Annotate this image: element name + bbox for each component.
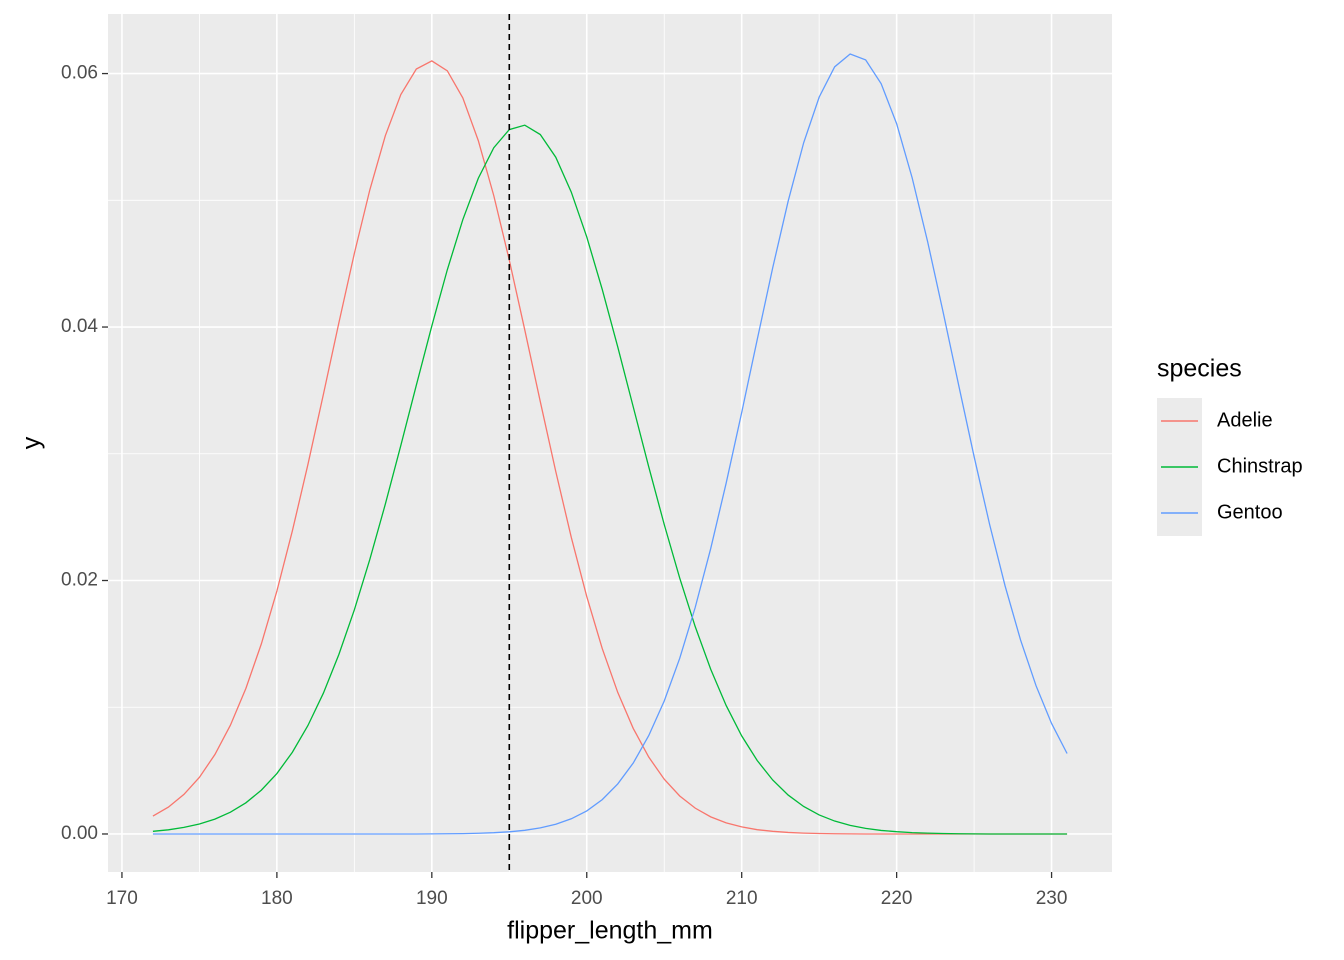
y-axis-title: y: [18, 436, 46, 449]
y-tick-label: 0.04: [61, 316, 98, 337]
legend-label: Gentoo: [1217, 501, 1283, 523]
x-tick-label: 200: [571, 888, 603, 909]
line-series: [152, 60, 1068, 835]
legend-label: Adelie: [1217, 409, 1273, 431]
x-tick-label: 190: [416, 888, 448, 909]
x-tick-label: 230: [1036, 888, 1068, 909]
y-tick-label: 0.00: [61, 823, 98, 844]
y-tick-label: 0.02: [61, 570, 98, 591]
x-axis-title: flipper_length_mm: [507, 917, 713, 945]
x-tick-label: 170: [106, 888, 138, 909]
line-series: [152, 124, 1068, 835]
plot-background: [108, 14, 1112, 872]
x-tick-label: 210: [726, 888, 758, 909]
x-tick-label: 180: [261, 888, 293, 909]
x-tick-label: 220: [881, 888, 913, 909]
legend-title: species: [1157, 355, 1242, 383]
legend-label: Chinstrap: [1217, 455, 1303, 477]
line-series: [152, 53, 1068, 835]
y-tick-label: 0.06: [61, 63, 98, 84]
